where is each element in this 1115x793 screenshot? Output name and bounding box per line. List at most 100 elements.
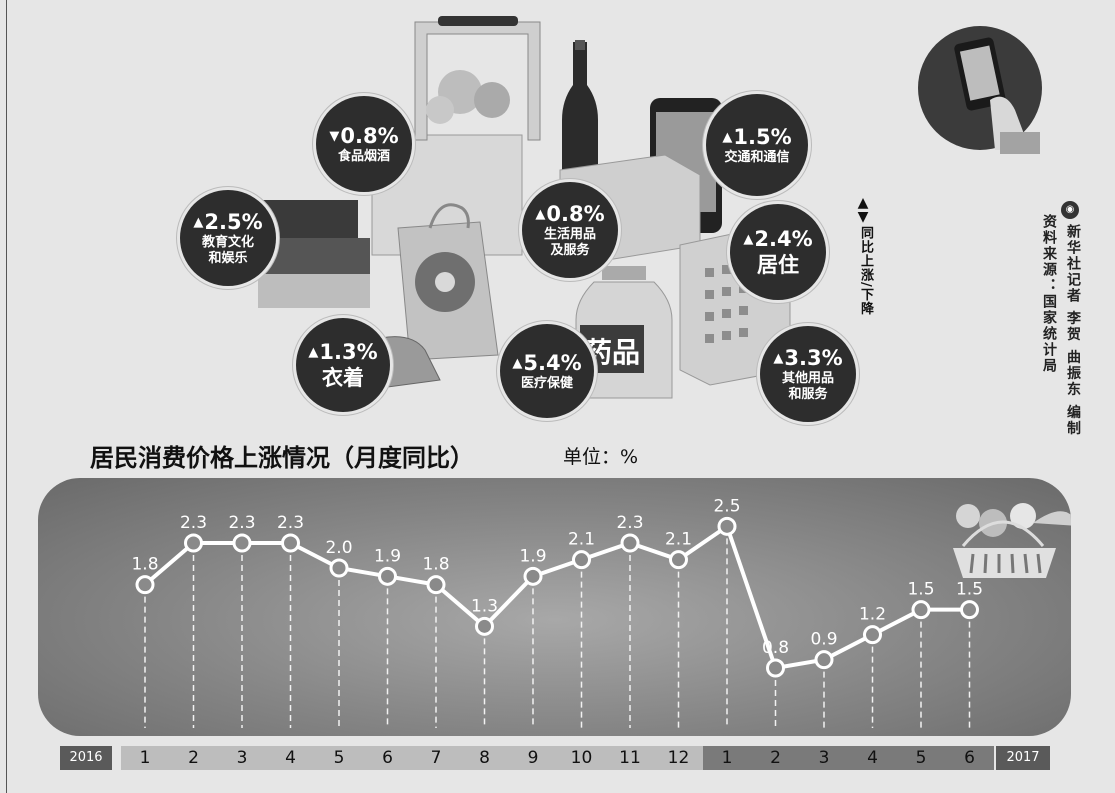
- daily-value: 0.8%: [546, 202, 604, 226]
- category-bubble-education: ▲2.5% 教育文化 和娱乐: [180, 190, 276, 286]
- data-point: [234, 535, 250, 551]
- credit-source: 资料来源：国家统计局: [1039, 214, 1059, 374]
- transport-value: 1.5%: [733, 125, 791, 149]
- education-label-2: 和娱乐: [208, 251, 247, 267]
- data-label: 2.3: [228, 513, 255, 533]
- housing-label: 居住: [757, 252, 799, 278]
- chart-panel: 1.8 2.3 2.3 2.3 2.0 1.9 1.8 1.3 1.9 2.1 2.3 2.1 2.5 0…: [38, 478, 1071, 736]
- data-point: [768, 660, 784, 676]
- legend-label: 同比上涨/下降: [856, 226, 875, 316]
- up-arrow-icon: ▲: [512, 356, 522, 371]
- data-label: 2.1: [665, 530, 692, 550]
- chart-unit: 单位：%: [563, 442, 638, 469]
- data-point: [283, 535, 299, 551]
- medical-label: 医疗保健: [521, 376, 573, 392]
- up-arrow-icon: ▲: [308, 345, 318, 360]
- down-arrow-icon: ▼: [329, 129, 339, 144]
- data-label: 2.3: [277, 513, 304, 533]
- data-point: [622, 535, 638, 551]
- data-point: [525, 568, 541, 584]
- daily-label-1: 生活用品: [544, 227, 596, 243]
- data-label: 1.8: [131, 555, 158, 575]
- month-axis: 1 2 3 4 5 6 7 8 9 10 11 12 1 2 3 4 5 6: [60, 746, 1050, 770]
- month-tick-label: 6: [363, 746, 412, 770]
- data-point: [816, 652, 832, 668]
- data-label: 1.5: [956, 580, 983, 600]
- chart-title: 居民消费价格上涨情况（月度同比）: [90, 438, 474, 473]
- other-label-1: 其他用品: [782, 371, 834, 387]
- xinhua-logo-icon: ◉: [1061, 201, 1079, 219]
- data-point: [331, 560, 347, 576]
- data-point: [380, 568, 396, 584]
- data-label: 1.9: [374, 546, 401, 566]
- month-tick-label: 5: [897, 746, 946, 770]
- category-bubble-other: ▲3.3% 其他用品 和服务: [760, 326, 856, 422]
- data-label: 2.1: [568, 530, 595, 550]
- month-tick-label: 10: [557, 746, 606, 770]
- month-tick-label: 5: [315, 746, 364, 770]
- month-tick-label: 3: [218, 746, 267, 770]
- data-label: 2.0: [325, 538, 352, 558]
- daily-label-2: 及服务: [550, 243, 589, 259]
- data-point: [477, 618, 493, 634]
- category-bubble-daily: ▲0.8% 生活用品 及服务: [522, 182, 618, 278]
- data-point: [865, 627, 881, 643]
- year-label-2017: 2017: [996, 746, 1050, 770]
- data-point: [137, 577, 153, 593]
- category-bubble-medical: ▲5.4% 医疗保健: [500, 324, 594, 418]
- category-bubble-food: ▼0.8% 食品烟酒: [316, 96, 412, 192]
- data-point: [913, 602, 929, 618]
- year-label-2016: 2016: [60, 746, 112, 770]
- data-point: [574, 552, 590, 568]
- category-bubble-clothing: ▲1.3% 衣着: [296, 318, 390, 412]
- data-label: 1.5: [907, 580, 934, 600]
- clothing-value: 1.3%: [319, 340, 377, 364]
- credit-author: 新华社记者 李贺 曲振东 编制: [1063, 224, 1083, 437]
- month-tick-label: 3: [800, 746, 849, 770]
- series-line: [145, 526, 970, 668]
- data-label: 2.3: [616, 513, 643, 533]
- medical-value: 5.4%: [523, 351, 581, 375]
- data-label: 0.8: [762, 638, 789, 658]
- up-arrow-icon: ▲: [193, 215, 203, 230]
- housing-value: 2.4%: [754, 227, 812, 251]
- month-tick-label: 1: [703, 746, 752, 770]
- category-bubble-transport: ▲1.5% 交通和通信: [706, 94, 808, 196]
- other-label-2: 和服务: [788, 387, 827, 403]
- up-arrow-icon: ▲: [773, 351, 783, 366]
- basket-icon: [953, 503, 1071, 578]
- line-chart: 1.8 2.3 2.3 2.3 2.0 1.9 1.8 1.3 1.9 2.1 2.3 2.1 2.5 0…: [38, 478, 1071, 736]
- data-label: 2.3: [180, 513, 207, 533]
- data-label: 1.8: [422, 555, 449, 575]
- month-tick-label: 12: [654, 746, 703, 770]
- data-point: [186, 535, 202, 551]
- data-point: [671, 552, 687, 568]
- data-label: 1.9: [519, 546, 546, 566]
- month-tick-label: 4: [848, 746, 897, 770]
- clothing-label: 衣着: [322, 365, 364, 391]
- up-down-triangle-icon: ▲ ▼: [853, 196, 873, 224]
- month-tick-label: 8: [460, 746, 509, 770]
- month-tick-label: 1: [121, 746, 170, 770]
- up-arrow-icon: ▲: [743, 232, 753, 247]
- up-arrow-icon: ▲: [722, 130, 732, 145]
- data-point: [428, 577, 444, 593]
- education-value: 2.5%: [204, 210, 262, 234]
- data-label: 0.9: [810, 630, 837, 650]
- month-tick-label: 7: [412, 746, 461, 770]
- data-point: [719, 518, 735, 534]
- data-label: 1.2: [859, 605, 886, 625]
- food-value: 0.8%: [340, 124, 398, 148]
- other-value: 3.3%: [784, 346, 842, 370]
- month-tick-label: 9: [509, 746, 558, 770]
- month-tick-label: 6: [945, 746, 994, 770]
- transport-label: 交通和通信: [724, 150, 789, 166]
- category-bubble-housing: ▲2.4% 居住: [730, 204, 826, 300]
- month-tick-label: 4: [266, 746, 315, 770]
- month-tick-label: 11: [606, 746, 655, 770]
- month-tick-label: 2: [751, 746, 800, 770]
- education-label-1: 教育文化: [202, 235, 254, 251]
- food-label: 食品烟酒: [338, 149, 390, 165]
- up-arrow-icon: ▲: [535, 207, 545, 222]
